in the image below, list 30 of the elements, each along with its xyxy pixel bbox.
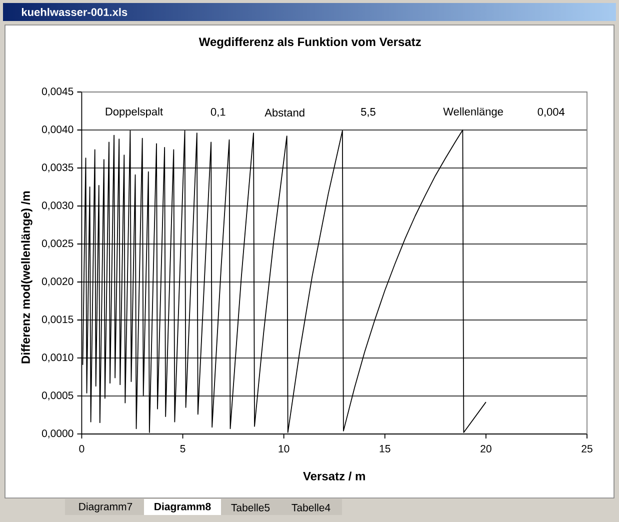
- y-tick-label: 0,0025: [42, 240, 74, 248]
- y-tick-label: 0,0000: [42, 430, 74, 438]
- y-tick-label: 0,0020: [42, 278, 74, 286]
- text: Tabelle4: [292, 504, 330, 512]
- x-tick-label: 5: [180, 445, 186, 452]
- x-tick-label: 15: [380, 445, 390, 452]
- y-tick-label: 0,0005: [42, 392, 74, 400]
- y-tick-label: 0,0015: [42, 316, 74, 324]
- annotation: Doppelspalt: [106, 107, 163, 118]
- x-tick-label: 10: [278, 445, 290, 452]
- annotation: 5,5: [361, 108, 376, 118]
- text: Diagramm7: [79, 502, 132, 512]
- y-tick-label: 0,0035: [42, 164, 74, 172]
- text: Diagramm8: [154, 502, 211, 512]
- y-axis-title: Differenz mod(wellenlänge) /m: [21, 191, 32, 364]
- annotation: Wellenlänge: [443, 107, 503, 118]
- y-tick-label: 0,0030: [42, 202, 74, 210]
- x-axis-title: Versatz / m: [303, 472, 365, 481]
- y-tick-label: 0,0045: [42, 88, 74, 96]
- annotation: 0,1: [210, 108, 226, 118]
- x-tick-label: 25: [582, 445, 592, 452]
- y-tick-label: 0,0040: [42, 126, 74, 134]
- x-tick-label: 20: [480, 445, 492, 452]
- x-tick-label: 0: [79, 445, 84, 452]
- annotation: 0,004: [538, 108, 565, 118]
- chart-title: Wegdifferenz als Funktion vom Versatz: [198, 37, 421, 49]
- y-tick-label: 0,0010: [42, 354, 74, 362]
- text: kuehlwasser-001.xls: [22, 8, 128, 16]
- annotation: Abstand: [264, 108, 304, 117]
- text: Tabelle5: [231, 504, 270, 512]
